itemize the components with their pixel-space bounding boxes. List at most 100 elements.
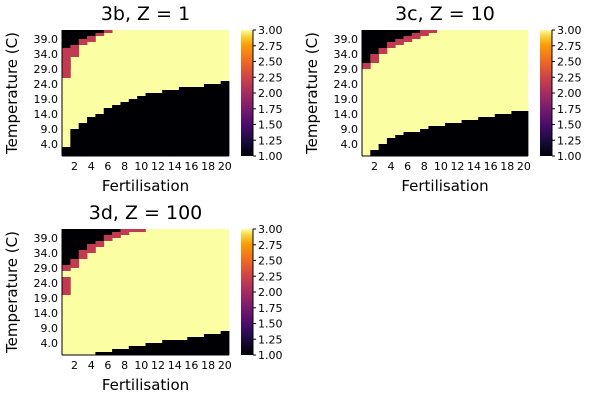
x-tick-label: 2 (71, 160, 78, 173)
y-axis-label: Temperature (C) (303, 32, 321, 155)
heatmap-cell-low (62, 147, 71, 156)
colorbar-tick-label: 3.00 (258, 24, 283, 37)
heatmap-cell-high (70, 30, 80, 45)
x-tick-label: 8 (121, 359, 128, 372)
heatmap-cell-mid (395, 39, 404, 45)
x-axis-label: Fertilisation (102, 376, 189, 394)
colorbar-tick-label: 2.75 (258, 40, 283, 53)
x-tick-label: 16 (184, 160, 198, 173)
colorbar (540, 30, 552, 156)
heatmap-cell-low (461, 120, 471, 156)
heatmap-cell-low (145, 343, 155, 355)
y-tick-label: 39.0 (34, 232, 59, 245)
y-tick-label: 9.0 (341, 123, 359, 136)
colorbar-tick-label: 3.00 (557, 24, 582, 37)
y-tick-label: 34.0 (34, 247, 59, 260)
heatmap-cell-mid (95, 241, 105, 247)
heatmap-cell-low (128, 346, 138, 355)
heatmap-cell-low (436, 126, 446, 156)
heatmap-cell-low (428, 126, 438, 156)
y-tick-label: 9.0 (41, 123, 59, 136)
x-tick-label: 18 (500, 160, 514, 173)
x-tick-label: 14 (467, 160, 481, 173)
heatmap-cell-mid (120, 229, 130, 235)
colorbar-tick-label: 1.25 (258, 333, 283, 346)
y-tick-label: 14.0 (34, 108, 59, 121)
heatmap-cell-mid (87, 36, 96, 42)
colorbar-tick-label: 2.50 (557, 56, 582, 69)
y-tick-label: 39.0 (334, 33, 359, 46)
heatmap-cell-low (170, 340, 180, 355)
heatmap-cell-low (170, 90, 180, 156)
heatmap-cell-low (120, 349, 130, 355)
heatmap-cell-high (370, 30, 379, 54)
heatmap-cell-high (386, 30, 396, 42)
heatmap-cell-low (187, 87, 196, 156)
heatmap-cell-low (153, 93, 163, 156)
heatmap-cell-low (120, 102, 130, 156)
colorbar-tick-label: 1.50 (258, 119, 283, 132)
heatmap-cell-mid (78, 39, 88, 45)
heatmap-cell-mid (411, 33, 421, 39)
colorbar-tick-label: 2.00 (258, 286, 283, 299)
heatmap-cell-mid (78, 250, 88, 259)
heatmap-cell-mid (70, 45, 80, 57)
y-tick-label: 9.0 (41, 322, 59, 335)
heatmap-cell-low (95, 352, 105, 355)
y-tick-label: 14.0 (34, 307, 59, 320)
heatmap-cell-low (103, 108, 113, 156)
x-tick-label: 12 (450, 160, 464, 173)
heatmap-cell-high (62, 229, 71, 265)
heatmap-cell-low (103, 352, 113, 355)
heatmap-cell-extra (62, 60, 71, 78)
heatmap-cell-low (162, 340, 171, 355)
heatmap-cell-low (203, 334, 213, 355)
y-tick-label: 4.0 (41, 337, 59, 350)
heatmap-cell-low (469, 120, 479, 156)
x-tick-label: 14 (168, 160, 182, 173)
x-axis-label: Fertilisation (102, 177, 189, 195)
colorbar-tick-label: 3.00 (258, 223, 283, 236)
heatmap-cell-low (178, 87, 188, 156)
colorbar-tick-label: 1.75 (258, 103, 283, 116)
heatmap-cell-high (78, 30, 88, 39)
x-tick-label: 4 (88, 359, 95, 372)
heatmap-cell-low (486, 117, 496, 156)
x-tick-label: 4 (388, 160, 395, 173)
heatmap-cell-low (220, 81, 230, 156)
x-tick-label: 6 (404, 160, 411, 173)
heatmap-cell-low (137, 96, 146, 156)
y-tick-label: 29.0 (34, 262, 59, 275)
x-tick-label: 20 (218, 359, 232, 372)
y-tick-label: 14.0 (334, 108, 359, 121)
heatmap-panel-3: 2 4 6 8 10 12 14 16 18 20 4.0 9.0 14.0 19.0 24.0 29.0 34… (3, 202, 283, 394)
heatmap-cell-high (95, 30, 105, 33)
y-tick-label: 39.0 (34, 33, 59, 46)
heatmap-cell-mid (378, 48, 388, 54)
heatmap-cell-low (519, 111, 529, 156)
heatmap-cell-low (212, 84, 222, 156)
heatmap-cell-low (162, 90, 171, 156)
y-axis-label: Temperature (C) (3, 231, 21, 354)
heatmap-cell-mid (128, 229, 138, 232)
chart-title: 3c, Z = 10 (395, 3, 495, 25)
heatmap-cell-high (378, 30, 388, 48)
y-tick-label: 34.0 (334, 48, 359, 61)
heatmap-cell-low (70, 129, 80, 156)
x-tick-label: 2 (71, 359, 78, 372)
y-tick-label: 19.0 (334, 93, 359, 106)
x-tick-label: 20 (517, 160, 531, 173)
colorbar-tick-label: 1.50 (557, 119, 582, 132)
x-tick-label: 10 (134, 359, 148, 372)
heatmap-cell-low (112, 105, 121, 156)
heatmap-cell-high (403, 30, 413, 36)
heatmap-cell-low (370, 150, 379, 156)
y-tick-label: 29.0 (334, 63, 359, 76)
x-tick-label: 2 (371, 160, 378, 173)
heatmap-cell-low (153, 343, 163, 355)
heatmap-cell-low (95, 114, 105, 156)
heatmap-cell-low (137, 346, 146, 355)
y-axis-label: Temperature (C) (3, 32, 21, 155)
x-tick-label: 10 (134, 160, 148, 173)
x-tick-label: 8 (121, 160, 128, 173)
